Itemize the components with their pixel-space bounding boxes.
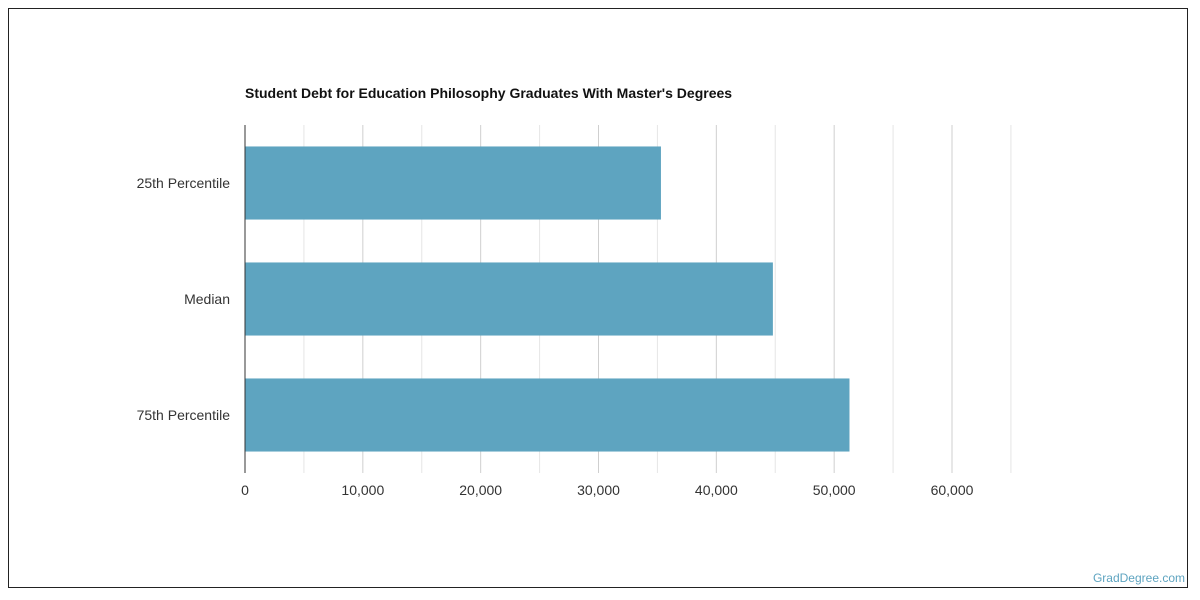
bar — [245, 262, 773, 336]
x-tick-label: 60,000 — [931, 482, 974, 498]
x-tick-label: 20,000 — [459, 482, 502, 498]
category-label: 75th Percentile — [137, 407, 231, 423]
bar — [245, 146, 661, 220]
bar — [245, 378, 850, 452]
x-tick-label: 10,000 — [341, 482, 384, 498]
watermark-link[interactable]: GradDegree.com — [1092, 571, 1185, 585]
category-label: 25th Percentile — [137, 175, 231, 191]
x-tick-label: 0 — [241, 482, 249, 498]
chart-title: Student Debt for Education Philosophy Gr… — [245, 85, 733, 101]
x-tick-label: 30,000 — [577, 482, 620, 498]
x-tick-label: 40,000 — [695, 482, 738, 498]
x-tick-label: 50,000 — [813, 482, 856, 498]
category-label: Median — [184, 291, 230, 307]
